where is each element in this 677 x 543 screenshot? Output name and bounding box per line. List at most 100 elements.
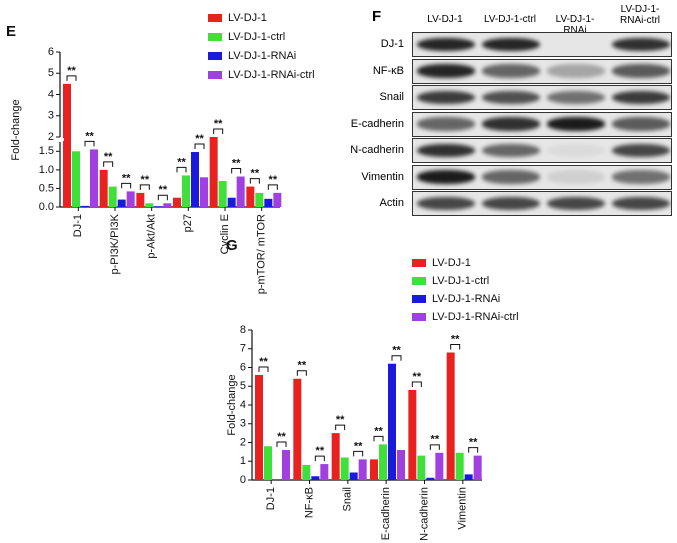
blot-band (482, 196, 540, 211)
legend-label: LV-DJ-1-ctrl (432, 275, 489, 287)
blot-band (547, 143, 605, 158)
y-tick-label: 1 (240, 455, 246, 467)
bar (282, 450, 290, 480)
significance-bracket (84, 140, 95, 147)
bar (340, 457, 349, 480)
bar (255, 375, 263, 480)
bar (163, 203, 172, 207)
bar (370, 459, 378, 480)
blot-band (482, 37, 540, 52)
y-tick-label: 1.0 (39, 164, 54, 176)
y-tick-label: 6 (48, 46, 54, 58)
blot-band (612, 196, 670, 211)
bar (209, 137, 218, 207)
bar (388, 363, 396, 480)
blot-band (612, 37, 670, 52)
significance-label: ** (67, 65, 76, 77)
significance-bracket (468, 447, 479, 453)
legend-swatch (208, 52, 222, 60)
x-tick-label: N-cadherin (418, 487, 430, 541)
x-tick-label: Snail (342, 487, 354, 511)
significance-label: ** (122, 172, 131, 184)
bar (236, 176, 245, 207)
blot-strip (412, 85, 672, 110)
legend-swatch (412, 259, 426, 267)
bar (435, 452, 444, 480)
y-tick-label: 0.0 (39, 201, 54, 213)
bar (136, 192, 145, 207)
bar (426, 477, 435, 480)
significance-bracket (66, 75, 77, 81)
legend-label: LV-DJ-1 (432, 257, 471, 269)
legend-swatch (412, 277, 426, 285)
significance-bracket (267, 184, 278, 190)
row-label: Snail (379, 91, 404, 103)
significance-bracket (429, 444, 440, 450)
significance-bracket (213, 128, 224, 134)
blot-band (547, 170, 605, 184)
significance-bracket (391, 355, 402, 361)
blot-band (612, 143, 670, 158)
blot-band (547, 64, 605, 78)
bar (264, 198, 273, 207)
significance-bracket (139, 184, 150, 190)
bar (227, 197, 236, 207)
bar (273, 192, 282, 207)
significance-label: ** (451, 333, 460, 345)
x-tick-label: E-cadherin (380, 487, 392, 540)
x-tick-label: Vimentin (457, 487, 469, 530)
y-tick-label: 5 (240, 380, 246, 392)
row-label: E-cadherin (350, 117, 404, 130)
bar (417, 455, 426, 480)
blot-band (417, 90, 475, 105)
significance-label: ** (431, 434, 440, 446)
bar (182, 175, 190, 207)
blot-band (612, 170, 670, 184)
bar (200, 177, 208, 207)
blot-strip (412, 138, 672, 163)
blot-band (547, 90, 605, 105)
column-header: LV-DJ-1-ctrl (483, 14, 537, 25)
y-tick-label: 4 (240, 399, 246, 411)
legend-label: LV-DJ-1-ctrl (228, 31, 285, 43)
legend-label: LV-DJ-1-RNAi (432, 293, 500, 305)
legend-label: LV-DJ-1-RNAi (228, 50, 296, 62)
significance-label: ** (269, 174, 278, 186)
y-tick-label: 3 (48, 110, 54, 122)
significance-bracket (194, 143, 205, 150)
panel-label: E (6, 23, 16, 40)
significance-bracket (353, 450, 364, 457)
significance-label: ** (354, 440, 363, 452)
x-tick-label: p-Akt/Akt (146, 214, 158, 259)
bar (455, 452, 464, 480)
row-label: N-cadherin (350, 144, 404, 156)
panel-label: F (372, 8, 382, 25)
bar (349, 472, 358, 480)
significance-label: ** (392, 345, 401, 357)
blot-band (612, 117, 670, 131)
legend-swatch (412, 295, 426, 303)
significance-bracket (373, 435, 384, 442)
y-tick-label: 8 (240, 324, 246, 336)
significance-label: ** (85, 130, 94, 142)
column-header: LV-DJ-1 (427, 14, 463, 25)
significance-bracket (157, 194, 168, 201)
y-axis-label: Fold-change (10, 99, 22, 160)
blot-band (547, 196, 605, 211)
significance-label: ** (374, 425, 383, 437)
legend-label: LV-DJ-1-RNAi-ctrl (432, 311, 519, 323)
bar (117, 199, 126, 207)
x-tick-label: p-mTOR/ mTOR (256, 214, 268, 294)
row-label: Actin (379, 197, 404, 209)
y-tick-label: 2 (48, 131, 54, 143)
blot-band (417, 143, 475, 158)
significance-bracket (296, 370, 307, 376)
y-tick-label: 1.5 (39, 145, 54, 157)
y-tick-label: 0.5 (39, 182, 54, 194)
column-header: LV-DJ-1-RNAi-ctrl (620, 4, 660, 26)
significance-bracket (335, 424, 346, 431)
legend-swatch (208, 71, 222, 79)
row-label: Vimentin (361, 170, 404, 183)
